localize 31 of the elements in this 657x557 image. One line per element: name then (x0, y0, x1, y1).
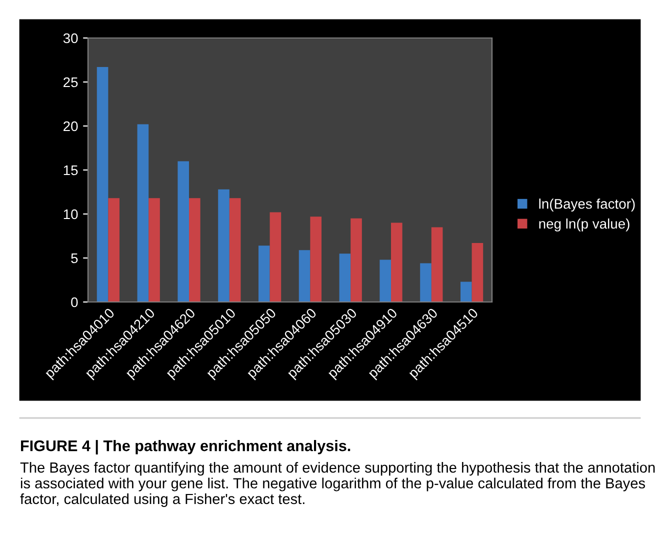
bar (431, 227, 443, 302)
bar (270, 212, 282, 302)
bar (189, 198, 200, 302)
bar (391, 222, 402, 302)
bar (229, 198, 241, 302)
bar (258, 246, 270, 302)
bar (108, 198, 120, 302)
y-tick-label: 30 (63, 33, 78, 44)
bar (472, 243, 484, 302)
bar (218, 189, 230, 302)
legend-label: neg ln(p value) (539, 218, 630, 232)
y-tick-label: 10 (64, 209, 78, 220)
y-tick-label: 20 (64, 121, 78, 132)
bar (137, 124, 149, 302)
bar (460, 282, 472, 302)
y-tick-label: 25 (64, 77, 78, 88)
text: The Bayes factor quantifying the amount of evidence supporting the hypothesis that the annotation is associated with your gene list. The negative logarithm of the p-value calculated from the Bayes factor, calculated using a Fisher's exact test. (20, 462, 655, 508)
bar (420, 263, 432, 302)
bar (380, 260, 391, 302)
bar (96, 67, 108, 302)
bar (178, 161, 189, 302)
legend-label: ln(Bayes factor) (539, 198, 635, 212)
bar (310, 216, 322, 302)
bar (298, 250, 310, 302)
y-tick-label: 15 (64, 165, 78, 176)
text: FIGURE 4 | The pathway enrichment analysis. (21, 440, 350, 454)
y-tick-label: 5 (71, 253, 78, 264)
y-tick-label: 0 (71, 297, 78, 308)
bar (148, 198, 160, 302)
bar (339, 254, 351, 302)
bar (350, 218, 362, 302)
